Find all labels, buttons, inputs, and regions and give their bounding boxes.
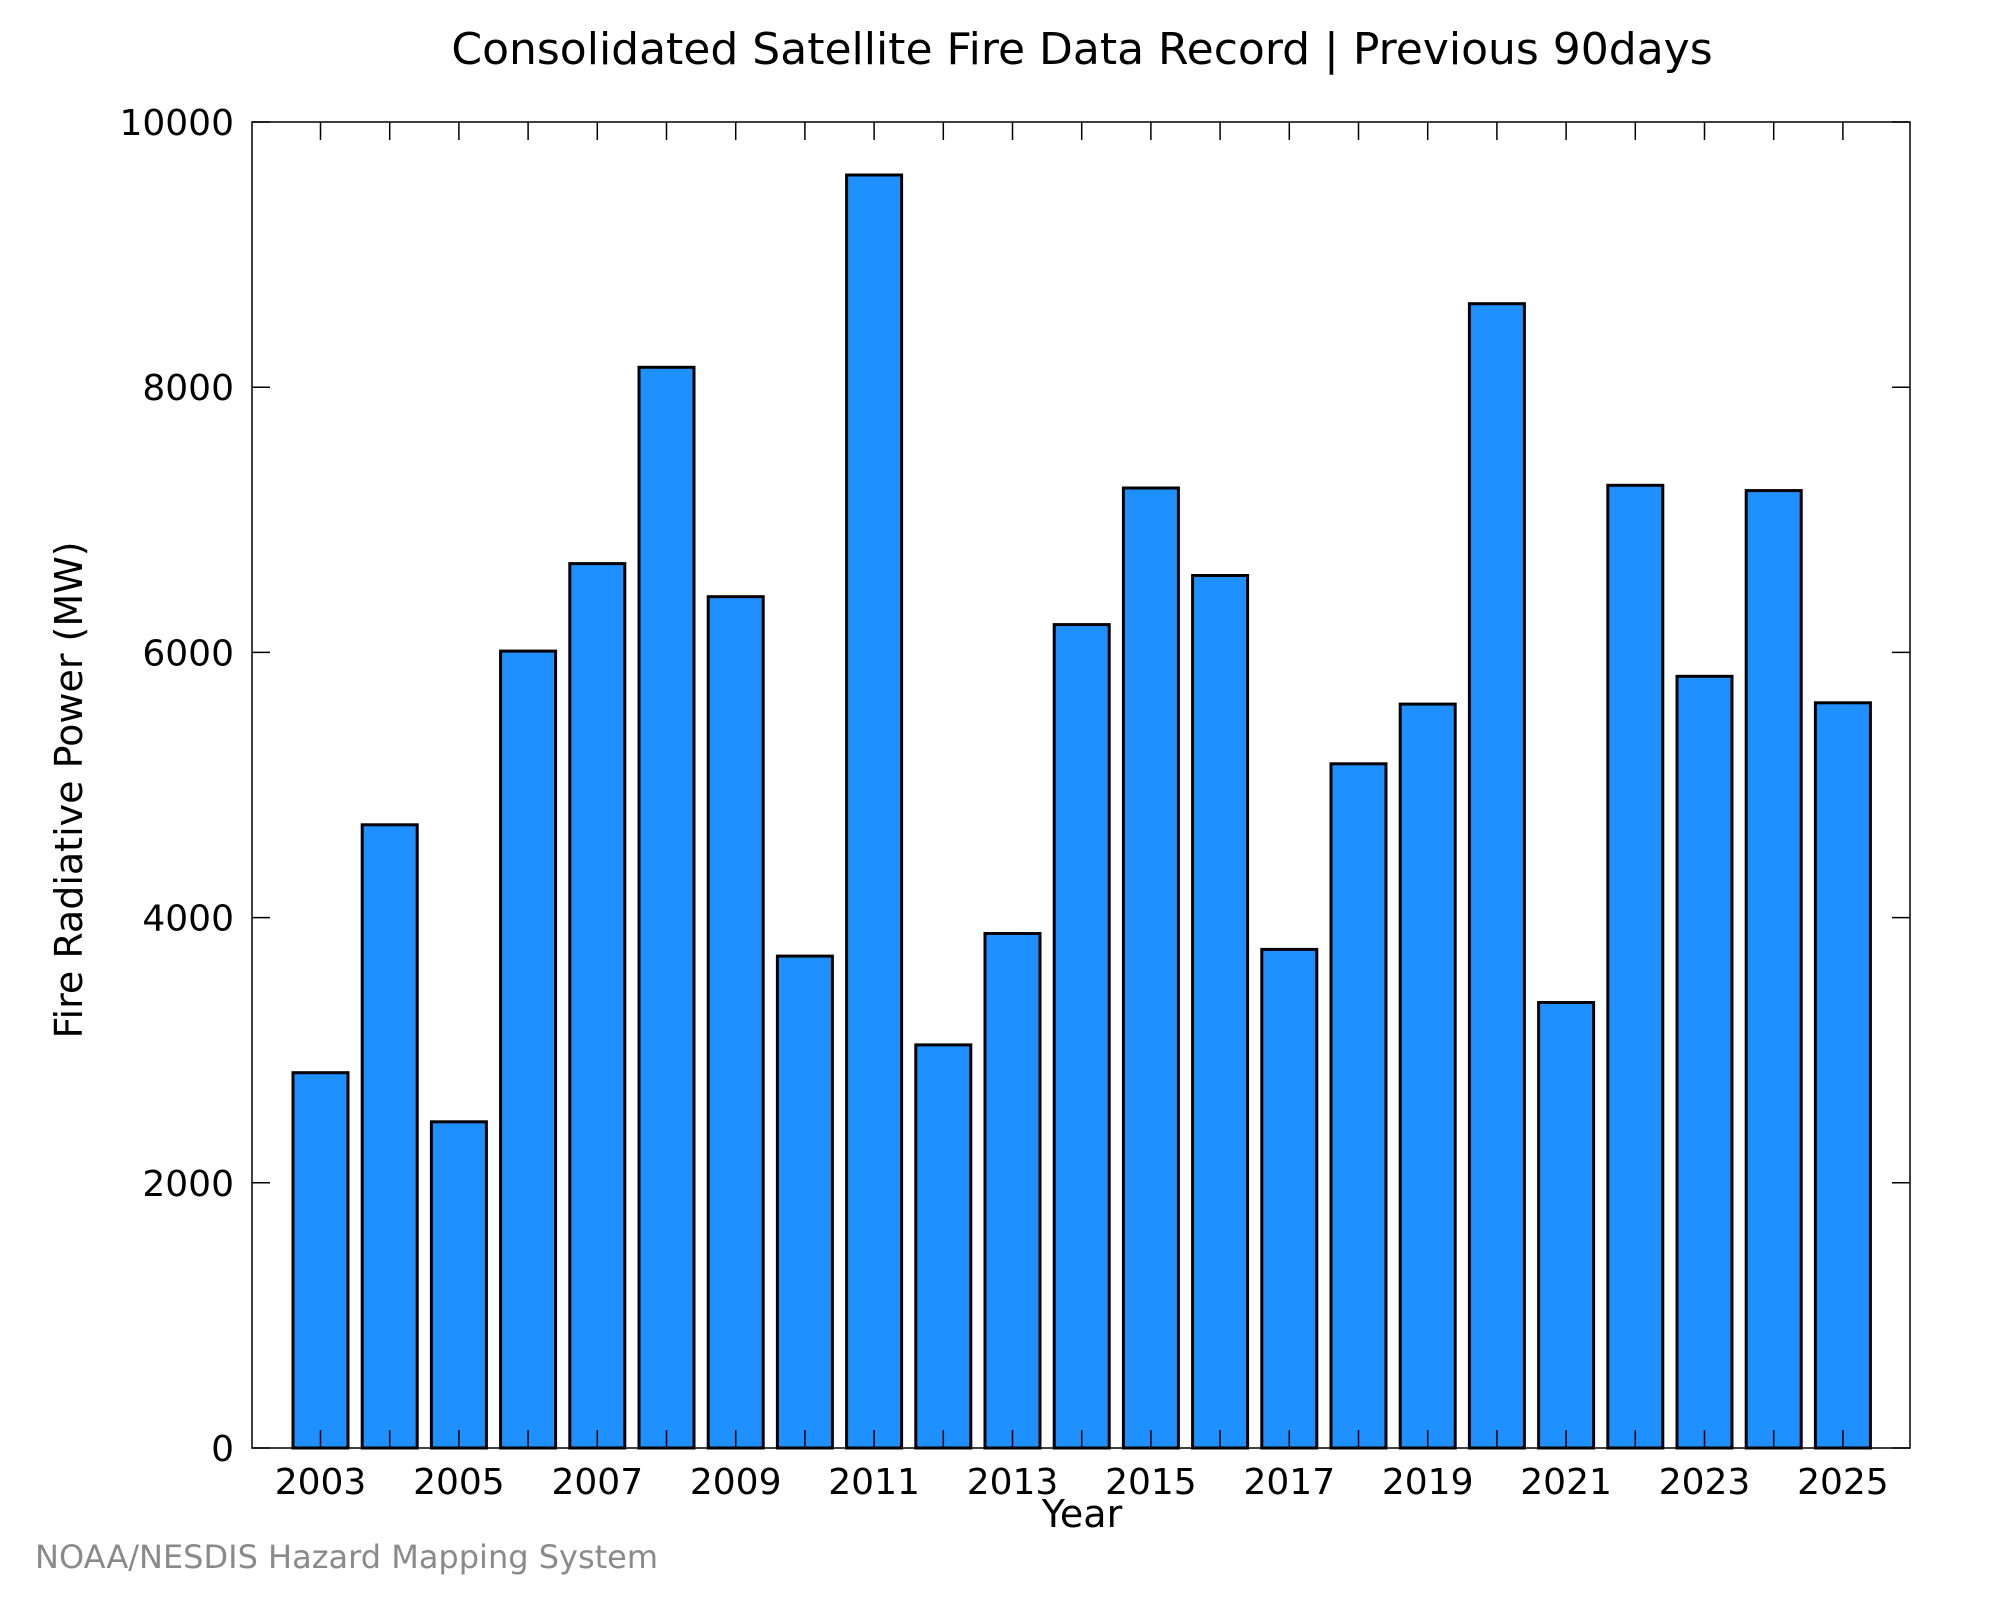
y-tick-label-0: 0	[211, 1429, 234, 1470]
x-tick-label-2009: 2009	[690, 1462, 782, 1503]
y-tick-label-10000: 10000	[119, 103, 234, 144]
y-tick-labels: 0 2000 4000 6000 8000 10000	[119, 103, 234, 1470]
bar-2015	[1121, 486, 1180, 1450]
y-tick-label-8000: 8000	[142, 368, 234, 409]
x-tick-label-2003: 2003	[275, 1462, 367, 1503]
bar-2003	[291, 1071, 350, 1450]
bar-2004	[360, 823, 419, 1450]
bar-2010	[775, 954, 834, 1450]
bar-2025	[1813, 701, 1872, 1450]
x-tick-label-2007: 2007	[551, 1462, 643, 1503]
x-tick-label-2019: 2019	[1382, 1462, 1474, 1503]
bars-layer	[291, 173, 1872, 1450]
bar-2014	[1052, 623, 1111, 1450]
bar-2016	[1191, 574, 1250, 1450]
bar-2024	[1744, 489, 1803, 1450]
bar-2023	[1675, 674, 1734, 1450]
x-tick-label-2023: 2023	[1659, 1462, 1751, 1503]
bar-2017	[1260, 947, 1319, 1450]
x-tick-label-2025: 2025	[1797, 1462, 1889, 1503]
bar-2022	[1606, 483, 1665, 1450]
plot-frame	[251, 121, 1911, 1449]
x-tick-label-2015: 2015	[1105, 1462, 1197, 1503]
x-tick-label-2017: 2017	[1243, 1462, 1335, 1503]
y-axis-label: Fire Radiative Power (MW)	[47, 541, 91, 1038]
y-tick-label-6000: 6000	[142, 633, 234, 674]
x-tick-label-2013: 2013	[967, 1462, 1059, 1503]
bar-2005	[429, 1120, 488, 1450]
y-tick-label-4000: 4000	[142, 899, 234, 940]
bar-2007	[568, 562, 627, 1450]
x-tick-label-2011: 2011	[828, 1462, 920, 1503]
credit-text: NOAA/NESDIS Hazard Mapping System	[35, 1538, 658, 1576]
x-tick-label-2021: 2021	[1520, 1462, 1612, 1503]
bar-2020	[1467, 302, 1526, 1450]
bar-2019	[1398, 702, 1457, 1450]
bar-2006	[499, 649, 558, 1450]
bar-2013	[983, 932, 1042, 1450]
bar-2012	[914, 1043, 973, 1450]
x-tick-labels: 2003 2005 2007 2009 2011 2013 2015 2017 2019 2021…	[275, 1462, 1889, 1503]
bar-2011	[845, 173, 904, 1450]
x-tick-label-2005: 2005	[413, 1462, 505, 1503]
bar-2008	[637, 365, 696, 1450]
bar-2021	[1537, 1001, 1596, 1450]
chart-title: Consolidated Satellite Fire Data Record …	[451, 24, 1712, 75]
bar-2018	[1329, 762, 1388, 1450]
x-axis-label: Year	[1041, 1492, 1123, 1536]
bar-2009	[706, 595, 765, 1450]
y-tick-label-2000: 2000	[142, 1164, 234, 1205]
